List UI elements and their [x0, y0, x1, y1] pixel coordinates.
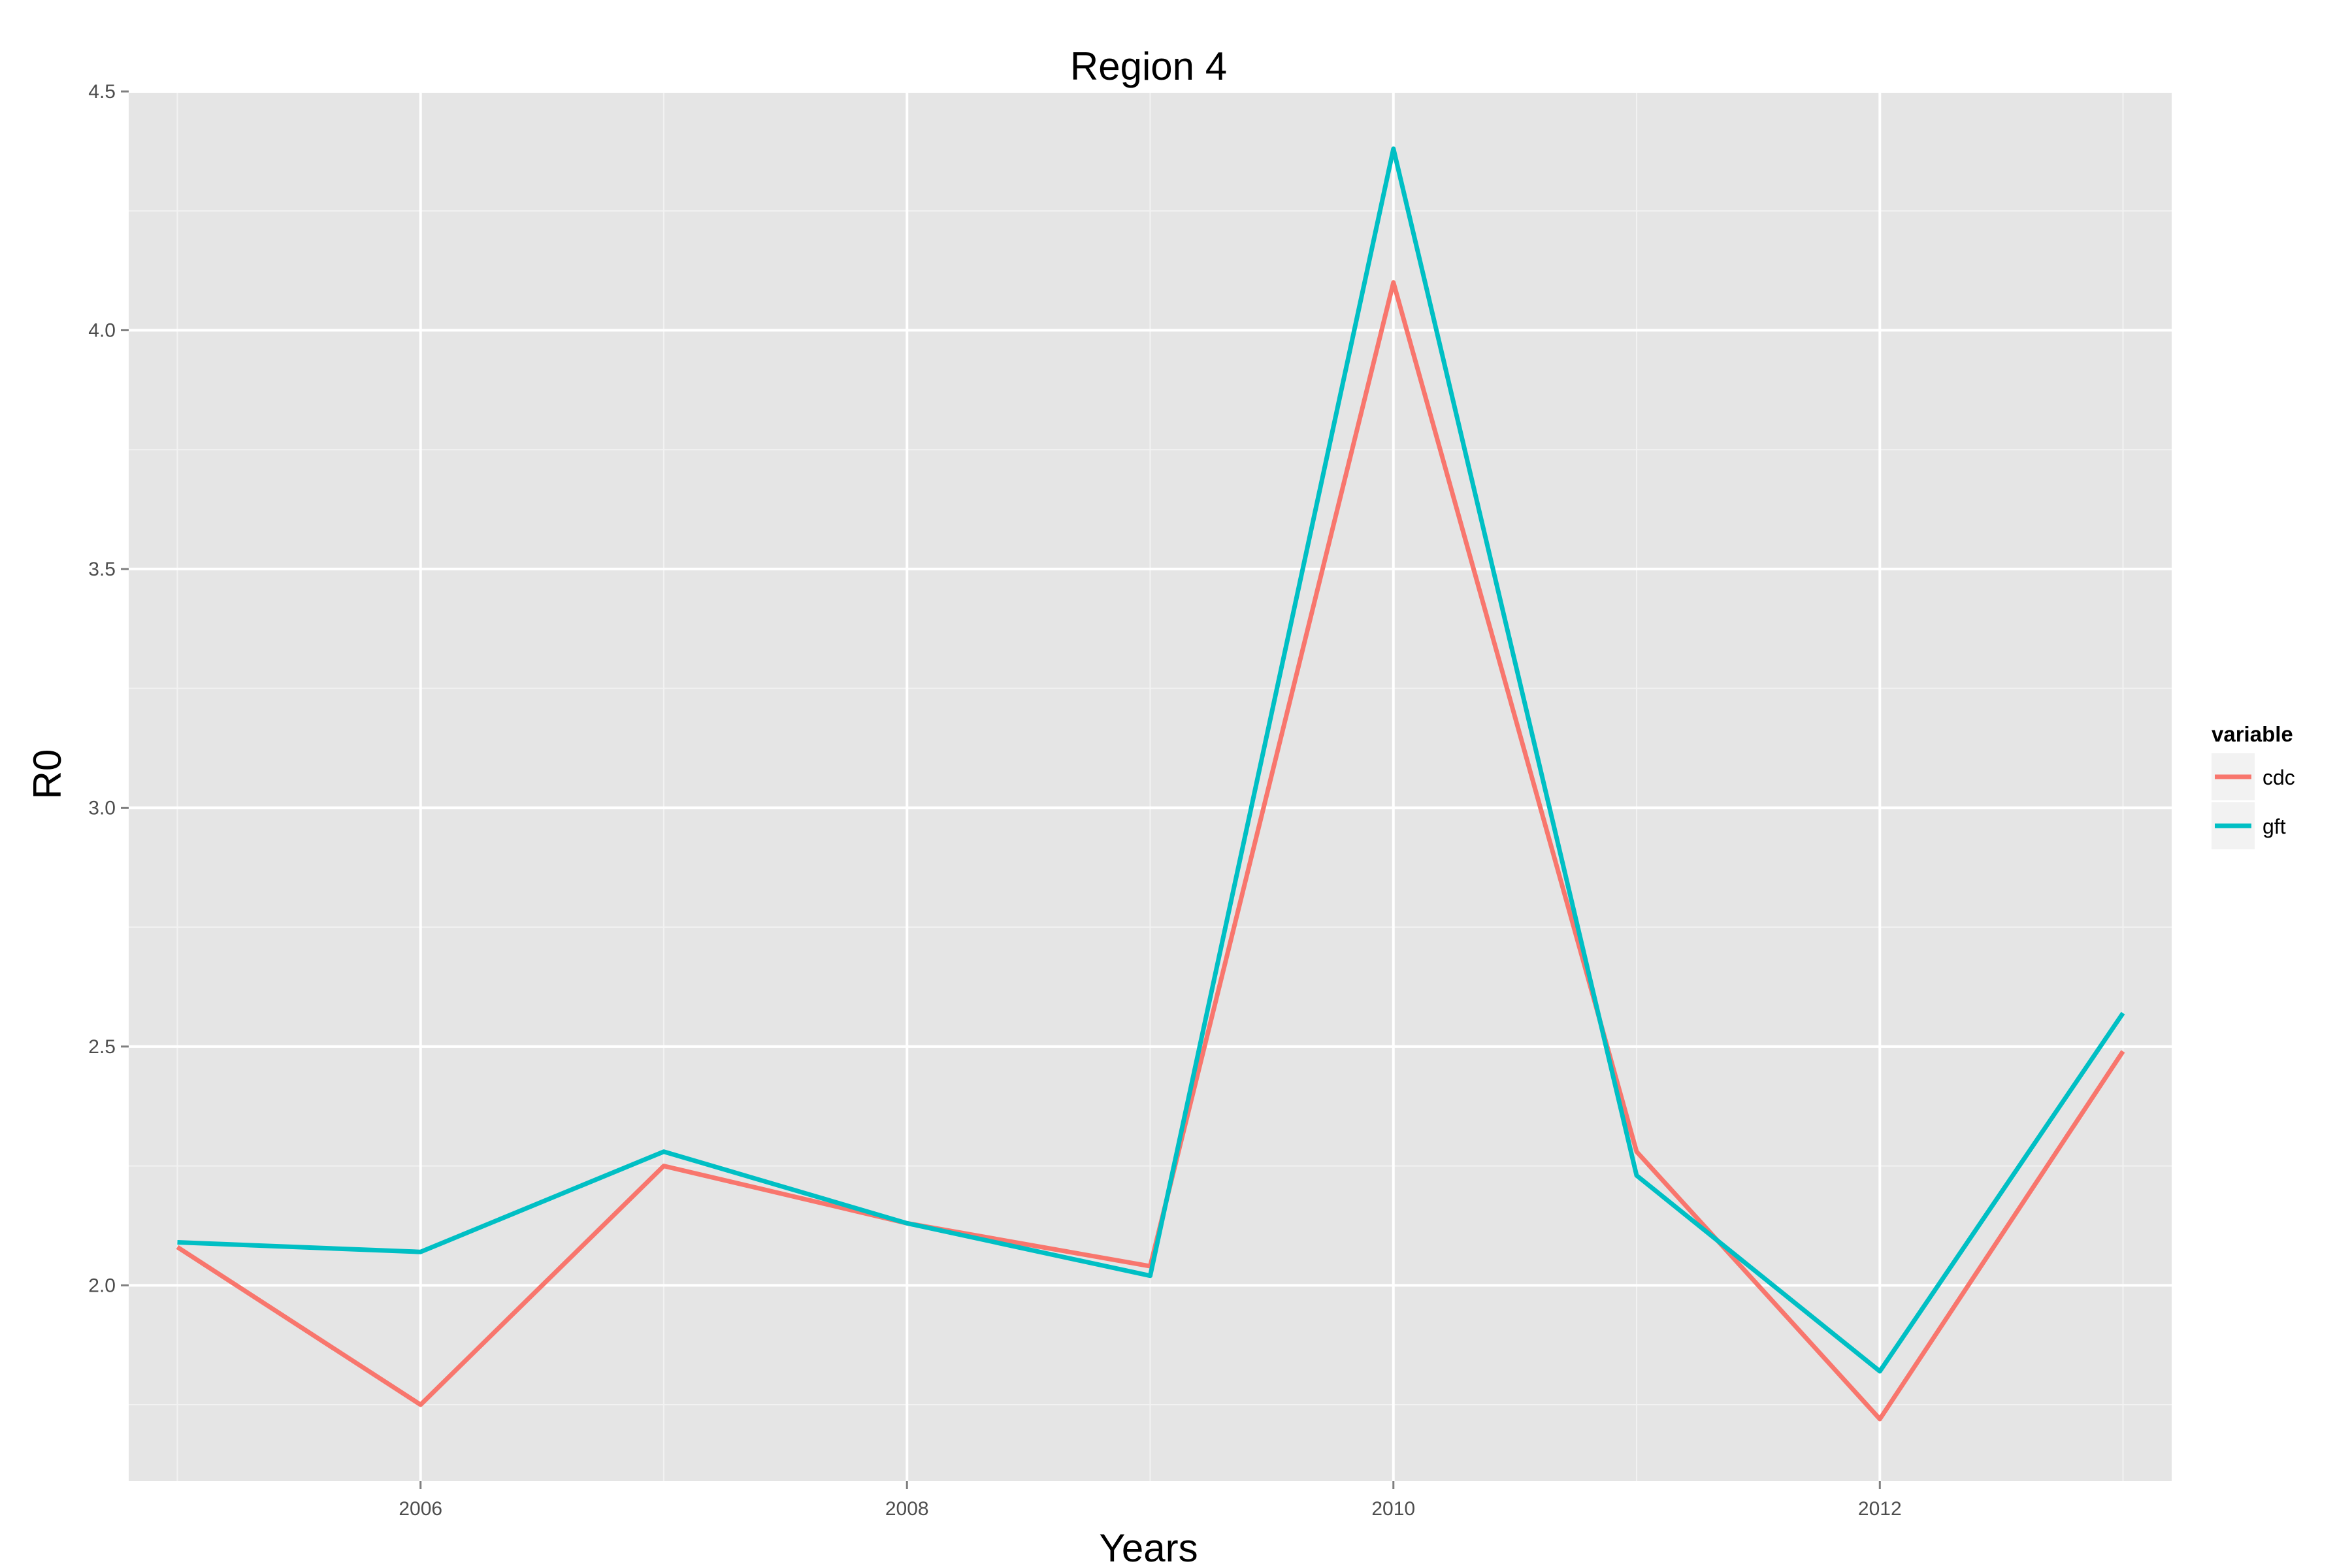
major-gridlines [129, 90, 2172, 1481]
y-tick-label: 4.0 [88, 319, 116, 341]
y-tick-label: 4.5 [88, 81, 116, 103]
x-tick-label: 2006 [399, 1498, 442, 1520]
legend-items: cdc gft [2212, 753, 2295, 849]
minor-gridlines [129, 91, 2172, 1481]
legend-label-gft: gft [2262, 815, 2286, 838]
x-tick-label: 2012 [1858, 1498, 1902, 1520]
x-tick-label: 2008 [885, 1498, 929, 1520]
series-line-gft [177, 146, 2125, 1374]
legend-title: variable [2212, 722, 2293, 746]
y-tick-label: 3.0 [88, 797, 116, 819]
axis-ticks: 2006 2008 2010 2012 2.0 2.5 3.0 3.5 4.0 4.5 [88, 81, 1901, 1520]
y-axis-title: R0 [25, 749, 69, 800]
series-lines [176, 146, 2125, 1422]
legend: variable cdc gft [2212, 722, 2295, 849]
chart-title: Region 4 [1070, 44, 1227, 88]
y-tick-label: 2.0 [88, 1275, 116, 1296]
x-axis-title: Years [1099, 1526, 1198, 1568]
legend-label-cdc: cdc [2262, 766, 2295, 789]
y-tick-label: 2.5 [88, 1036, 116, 1058]
y-tick-label: 3.5 [88, 559, 116, 580]
x-tick-label: 2010 [1371, 1498, 1415, 1520]
